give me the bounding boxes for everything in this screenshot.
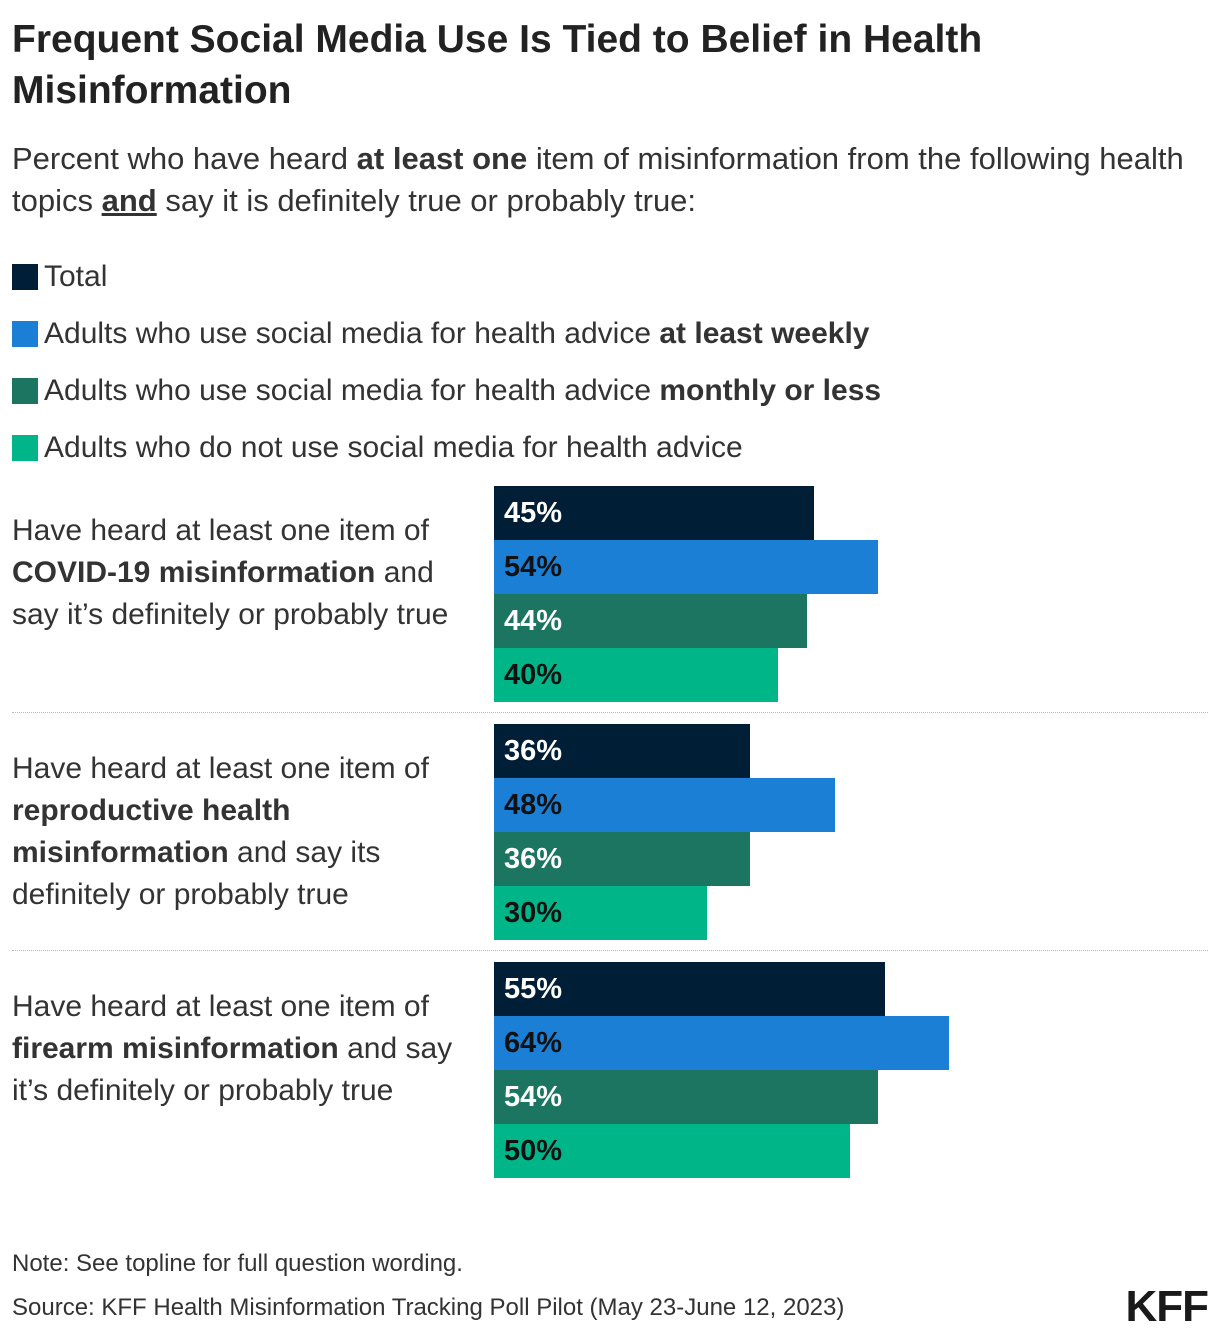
legend-item: Adults who use social media for health a… (12, 362, 881, 419)
legend-item: Adults who use social media for health a… (12, 305, 881, 362)
bar: 36% (494, 832, 750, 886)
divider (12, 950, 1208, 951)
data-label: 40% (504, 659, 563, 691)
chart-title: Frequent Social Media Use Is Tied to Bel… (12, 18, 983, 112)
data-label: 64% (504, 1027, 563, 1059)
bar: 55% (494, 962, 886, 1016)
bar: 54% (494, 1070, 878, 1124)
bar: 44% (494, 594, 807, 648)
legend-item: Adults who do not use social media for h… (12, 419, 881, 476)
legend: Total Adults who use social media for hea… (12, 248, 881, 476)
legend-swatch (12, 263, 38, 290)
bar: 50% (494, 1124, 850, 1178)
bar: 30% (494, 886, 708, 940)
data-label: 44% (504, 605, 563, 637)
bar: 36% (494, 724, 750, 778)
data-label: 54% (504, 551, 563, 583)
kff-logo: KFF (1125, 1282, 1209, 1331)
legend-label: Total (44, 259, 108, 293)
source: Source: KFF Health Misinformation Tracki… (12, 1294, 845, 1321)
data-label: 36% (504, 843, 563, 875)
data-label: 55% (504, 973, 563, 1005)
bar-chart: Have heard at least one item of COVID-19… (0, 486, 1220, 1186)
category-label: Have heard at least one item of firearm … (12, 990, 453, 1107)
legend-swatch (12, 377, 38, 404)
divider (12, 712, 1208, 713)
bar: 48% (494, 778, 836, 832)
legend-label: Adults who use social media for health a… (44, 373, 882, 407)
data-label: 36% (504, 735, 563, 767)
legend-swatch (12, 320, 38, 347)
data-label: 48% (504, 789, 563, 821)
category-label: Have heard at least one item of COVID-19… (12, 514, 449, 631)
legend-swatch (12, 434, 38, 461)
data-label: 45% (504, 497, 563, 529)
category-label: Have heard at least one item of reproduc… (12, 752, 429, 911)
note: Note: See topline for full question word… (12, 1250, 463, 1277)
data-label: 54% (504, 1081, 563, 1113)
bar: 54% (494, 540, 878, 594)
legend-label: Adults who use social media for health a… (44, 316, 870, 350)
data-label: 30% (504, 897, 563, 929)
bar: 45% (494, 486, 814, 540)
bar: 40% (494, 648, 779, 702)
chart-subtitle: Percent who have heard at least one item… (12, 141, 1184, 218)
data-label: 50% (504, 1135, 563, 1167)
legend-item: Total (12, 248, 881, 305)
bar: 64% (494, 1016, 950, 1070)
legend-label: Adults who do not use social media for h… (44, 430, 743, 464)
